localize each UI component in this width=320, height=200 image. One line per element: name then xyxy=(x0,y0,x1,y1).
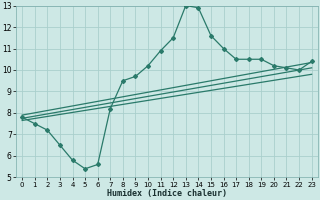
X-axis label: Humidex (Indice chaleur): Humidex (Indice chaleur) xyxy=(107,189,227,198)
